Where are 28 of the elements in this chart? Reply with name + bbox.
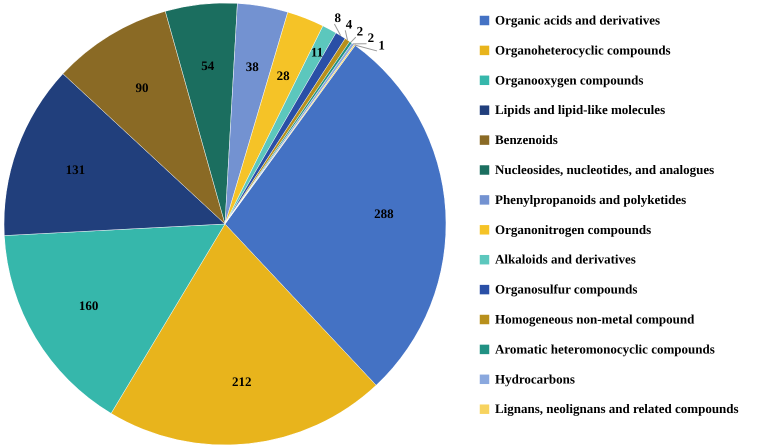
data-label: 212 (232, 374, 252, 390)
legend-label: Organoheterocyclic compounds (495, 42, 671, 58)
data-label: 28 (276, 68, 290, 83)
legend-label: Organic acids and derivatives (495, 12, 660, 28)
data-label: 2 (368, 30, 374, 46)
legend-label: Organooxygen compounds (495, 72, 644, 88)
legend-label: Homogeneous non-metal compound (495, 312, 696, 326)
data-label: 160 (78, 298, 98, 313)
data-label: 4 (346, 16, 353, 32)
legend-label: Lipids and lipid-like molecules (495, 102, 666, 118)
data-label: 11 (310, 44, 324, 60)
legend-label: Lignans, neolignans and related compounds (495, 401, 739, 416)
legend-label: Nucleosides, nucleotides, and analogues (495, 162, 714, 177)
legend-label: Benzenoids (495, 132, 558, 148)
data-label: 131 (66, 162, 86, 177)
data-label: 288 (374, 206, 394, 222)
legend-label: Aromatic heteromonocyclic compounds (495, 341, 715, 356)
legend-label: Organonitrogen compounds (495, 222, 652, 237)
legend-label: Hydrocarbons (495, 371, 575, 386)
data-label: 90 (136, 80, 149, 96)
legend-label: Organosulfur compounds (495, 282, 638, 297)
data-label: 38 (246, 59, 260, 74)
data-label: 54 (201, 58, 215, 73)
data-label: 8 (334, 10, 342, 25)
data-label: 2 (356, 23, 364, 38)
legend-label: Alkaloids and derivatives (495, 252, 636, 267)
data-label: 1 (378, 38, 385, 53)
legend-label: Phenylpropanoids and polyketides (495, 192, 686, 207)
